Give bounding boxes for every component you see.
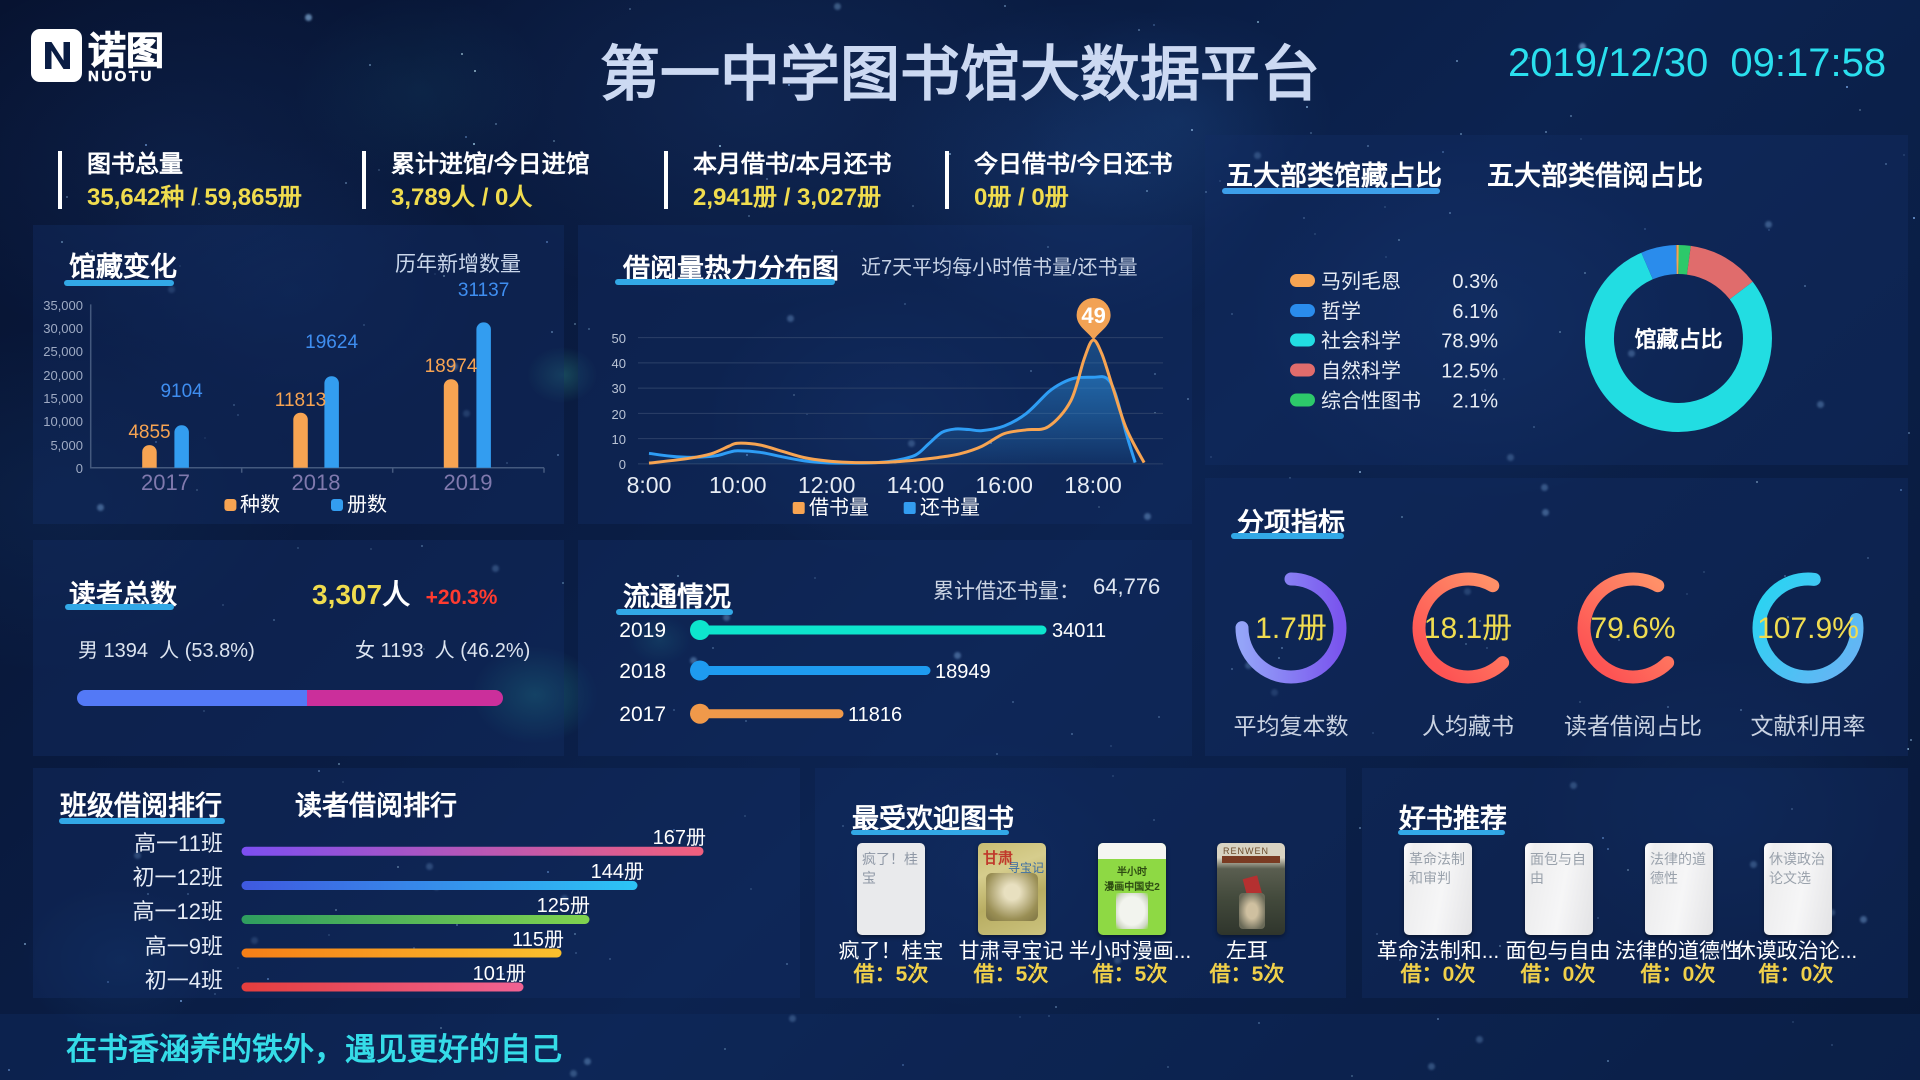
svg-text:5,000: 5,000 (50, 438, 83, 453)
svg-text:15,000: 15,000 (43, 391, 83, 406)
svg-text:平均复本数: 平均复本数 (1234, 713, 1349, 739)
svg-text:0: 0 (619, 457, 626, 472)
svg-text:49: 49 (1081, 303, 1105, 328)
svg-text:115册: 115册 (512, 929, 564, 951)
svg-text:种数: 种数 (240, 493, 280, 516)
svg-text:初一4班: 初一4班 (145, 968, 223, 993)
svg-text:18:00: 18:00 (1064, 472, 1122, 498)
svg-text:高一9班: 高一9班 (145, 934, 223, 959)
svg-text:50: 50 (612, 331, 626, 346)
svg-text:35,000: 35,000 (43, 298, 83, 313)
svg-text:79.6%: 79.6% (1590, 612, 1675, 645)
svg-text:2018: 2018 (292, 470, 341, 495)
svg-text:馆藏占比: 馆藏占比 (1634, 327, 1722, 352)
svg-text:2.1%: 2.1% (1452, 391, 1498, 413)
svg-text:40: 40 (612, 356, 626, 371)
svg-text:20,000: 20,000 (43, 368, 83, 383)
svg-text:8:00: 8:00 (627, 472, 672, 498)
svg-text:10:00: 10:00 (709, 472, 767, 498)
svg-text:11816: 11816 (848, 704, 902, 726)
svg-text:30,000: 30,000 (43, 321, 83, 336)
svg-text:人均藏书: 人均藏书 (1422, 713, 1514, 739)
svg-text:12:00: 12:00 (798, 472, 856, 498)
svg-text:12.5%: 12.5% (1441, 361, 1498, 383)
svg-text:18.1册: 18.1册 (1424, 612, 1512, 645)
svg-text:20: 20 (612, 407, 626, 422)
svg-text:2017: 2017 (619, 703, 666, 726)
svg-text:诺图: 诺图 (88, 31, 164, 73)
svg-text:10: 10 (612, 432, 626, 447)
svg-text:2018: 2018 (619, 660, 666, 683)
svg-text:1.7册: 1.7册 (1255, 612, 1327, 645)
svg-text:册数: 册数 (347, 493, 387, 516)
svg-text:借书量: 借书量 (809, 496, 869, 519)
svg-text:11813: 11813 (275, 390, 326, 411)
svg-text:6.1%: 6.1% (1452, 301, 1498, 323)
svg-text:4855: 4855 (128, 422, 170, 443)
svg-text:16:00: 16:00 (975, 472, 1033, 498)
svg-text:社会科学: 社会科学 (1321, 330, 1401, 353)
svg-text:14:00: 14:00 (887, 472, 945, 498)
svg-text:18949: 18949 (935, 661, 991, 683)
svg-text:107.9%: 107.9% (1757, 612, 1859, 645)
svg-text:综合性图书: 综合性图书 (1321, 390, 1421, 413)
svg-text:125册: 125册 (537, 895, 590, 917)
svg-text:78.9%: 78.9% (1441, 331, 1498, 353)
svg-text:9104: 9104 (160, 381, 203, 402)
svg-text:167册: 167册 (653, 827, 706, 849)
svg-text:2019: 2019 (619, 619, 666, 642)
svg-text:马列毛恩: 马列毛恩 (1321, 270, 1401, 293)
svg-text:读者借阅占比: 读者借阅占比 (1564, 713, 1702, 739)
svg-text:初一12班: 初一12班 (133, 865, 223, 890)
svg-text:10,000: 10,000 (43, 414, 83, 429)
svg-text:2019: 2019 (444, 470, 493, 495)
svg-text:19624: 19624 (305, 332, 358, 353)
svg-text:还书量: 还书量 (920, 496, 980, 519)
svg-text:2017: 2017 (141, 470, 190, 495)
svg-text:自然科学: 自然科学 (1321, 360, 1401, 383)
svg-text:31137: 31137 (458, 280, 509, 301)
svg-text:144册: 144册 (591, 861, 644, 883)
svg-text:0.3%: 0.3% (1452, 271, 1498, 293)
svg-text:30: 30 (612, 381, 626, 396)
svg-text:高一11班: 高一11班 (134, 831, 223, 856)
svg-text:18974: 18974 (425, 356, 478, 377)
svg-text:哲学: 哲学 (1321, 300, 1361, 323)
svg-text:文献利用率: 文献利用率 (1751, 713, 1866, 739)
svg-text:NUOTU: NUOTU (88, 68, 154, 84)
svg-text:101册: 101册 (473, 963, 526, 985)
svg-text:25,000: 25,000 (43, 344, 83, 359)
svg-text:高一12班: 高一12班 (133, 899, 223, 924)
svg-text:34011: 34011 (1052, 620, 1106, 642)
svg-text:0: 0 (76, 461, 83, 476)
